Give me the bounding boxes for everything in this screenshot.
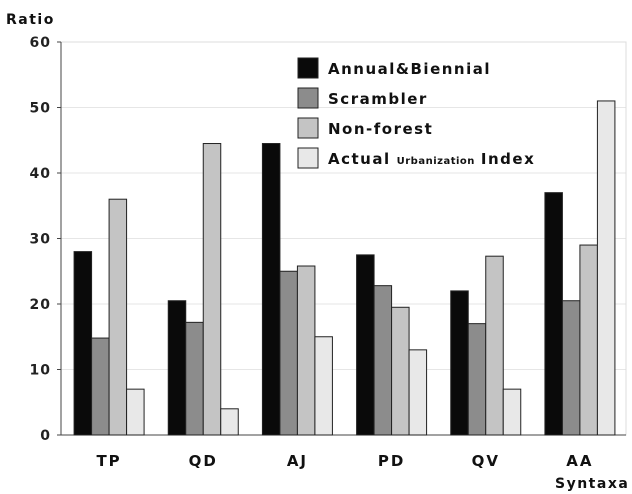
legend-label-actual-suffix: Index [481, 150, 535, 168]
bar-tp-actual-urbanization-index [126, 388, 145, 436]
bar-qv-non-forest [485, 255, 504, 436]
bar-tp-scrambler [91, 337, 110, 436]
legend-label-annual-biennial: Annual&Biennial [328, 60, 491, 78]
legend-swatch-actual-urbanization-index [297, 147, 319, 169]
bar-aa-annual-biennial [544, 192, 563, 436]
bar-aj-actual-urbanization-index [314, 336, 333, 436]
bar-aj-scrambler [279, 270, 298, 436]
x-axis-title: Syntaxa [555, 476, 629, 492]
bar-pd-annual-biennial [356, 254, 375, 436]
bar-qd-annual-biennial [167, 300, 187, 436]
legend-swatch-annual-biennial [297, 57, 319, 79]
bar-aj-non-forest [296, 265, 316, 436]
bar-tp-non-forest [108, 198, 128, 436]
legend-label-actual-urbanization-index: Actual Urbanization Index [328, 150, 535, 168]
legend-label-actual-prefix: Actual [328, 150, 391, 168]
y-tick-label: 10 [30, 363, 51, 379]
legend-label-non-forest: Non-forest [328, 120, 433, 138]
bar-qv-scrambler [467, 323, 487, 436]
legend-swatch-non-forest [297, 117, 319, 139]
bar-aa-actual-urbanization-index [596, 100, 616, 436]
bar-aj-annual-biennial [261, 143, 281, 436]
legend-label-actual-middle: Urbanization [397, 156, 475, 167]
bar-tp-annual-biennial [73, 251, 93, 436]
bar-qd-non-forest [202, 143, 222, 436]
y-tick-label: 60 [30, 35, 51, 51]
y-axis-title: Ratio [6, 12, 55, 28]
bars [73, 100, 616, 436]
x-category-label-aj: AJ [287, 452, 308, 470]
y-tick-label: 40 [30, 166, 51, 182]
x-category-label-qd: QD [189, 452, 218, 470]
y-tick-labels: 0 10 20 30 40 50 60 [30, 35, 61, 444]
y-tick-label: 30 [30, 232, 51, 248]
bar-qd-scrambler [185, 321, 204, 436]
legend-label-scrambler: Scrambler [328, 90, 428, 108]
y-tick-label: 0 [40, 428, 51, 444]
x-category-labels: TP QD AJ PD QV AA [96, 452, 593, 470]
y-tick-label: 20 [30, 297, 51, 313]
bar-aa-non-forest [579, 244, 598, 436]
bar-aa-scrambler [561, 300, 581, 436]
bar-qd-actual-urbanization-index [220, 408, 239, 436]
bar-pd-scrambler [373, 285, 393, 436]
bar-pd-non-forest [391, 306, 410, 436]
bar-qv-annual-biennial [450, 290, 469, 436]
x-category-label-qv: QV [472, 452, 500, 470]
legend-swatch-scrambler [297, 87, 319, 109]
x-category-label-tp: TP [96, 452, 121, 470]
x-category-label-pd: PD [378, 452, 405, 470]
x-category-label-aa: AA [566, 452, 593, 470]
legend: Annual&Biennial Scrambler Non-forest Act… [297, 57, 535, 169]
y-tick-label: 50 [30, 101, 51, 117]
bar-pd-actual-urbanization-index [408, 349, 428, 436]
bar-qv-actual-urbanization-index [502, 388, 522, 436]
